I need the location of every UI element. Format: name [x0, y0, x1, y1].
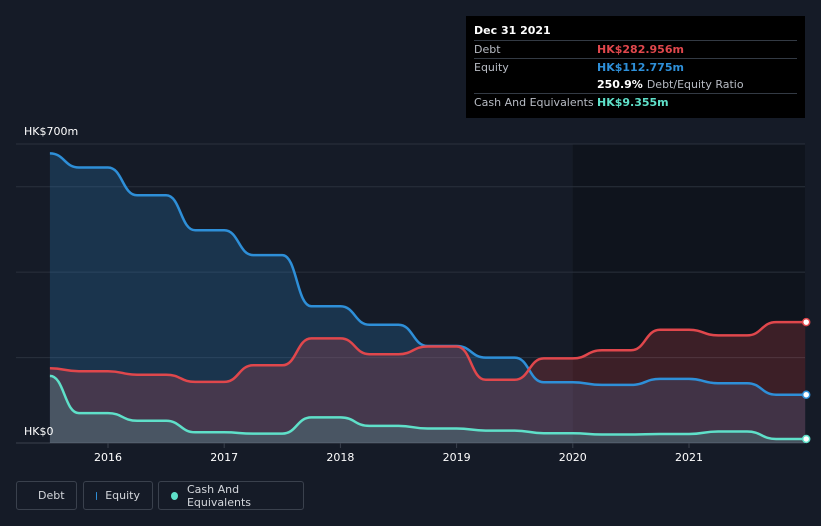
legend-cash[interactable]: Cash And Equivalents — [158, 481, 304, 510]
tooltip-cash-value: HK$9.355m — [597, 96, 669, 109]
tooltip-equity-label: Equity — [474, 61, 509, 74]
legend-equity[interactable]: Equity — [83, 481, 153, 510]
chart-tooltip: Dec 31 2021 Debt HK$282.956m Equity HK$1… — [466, 16, 805, 118]
equity-area — [49, 153, 806, 443]
y-axis-min-label: HK$0 — [24, 425, 54, 438]
series-lines — [49, 152, 806, 441]
debt-line — [49, 320, 806, 384]
tooltip-cash-label: Cash And Equivalents — [474, 96, 594, 109]
tooltip-date: Dec 31 2021 — [474, 24, 551, 37]
grid-lines — [16, 143, 805, 444]
x-tick-label-2018: 2018 — [326, 451, 354, 464]
tooltip-debt-value: HK$282.956m — [597, 43, 684, 56]
debt-end-marker — [801, 317, 811, 327]
equity-end-marker — [801, 390, 811, 399]
x-tick-label-2021: 2021 — [675, 451, 703, 464]
y-axis-max-label: HK$700m — [24, 125, 79, 138]
series-end-markers — [801, 317, 811, 444]
debt-area — [49, 322, 806, 443]
tooltip-ratio-value: 250.9% — [597, 78, 643, 91]
tooltip-equity-row: Equity HK$112.775m — [474, 58, 797, 76]
legend-debt-label: Debt — [38, 489, 65, 502]
x-axis-ticks: 2016 2017 2018 2019 2020 2021 — [94, 443, 703, 464]
legend-debt[interactable]: Debt — [16, 481, 77, 510]
tooltip-ratio-label: Debt/Equity Ratio — [646, 78, 744, 91]
tooltip-debt-row: Debt HK$282.956m — [474, 40, 797, 58]
x-tick-label-2020: 2020 — [559, 451, 587, 464]
x-tick-label-2016: 2016 — [94, 451, 122, 464]
cash-end-marker — [801, 434, 811, 444]
tooltip-ratio-row: 250.9% Debt/Equity Ratio — [474, 76, 797, 93]
legend-equity-label: Equity — [105, 489, 140, 502]
tooltip-cash-row: Cash And Equivalents HK$9.355m — [474, 93, 797, 111]
x-tick-label-2017: 2017 — [210, 451, 238, 464]
cash-line — [49, 374, 806, 441]
legend-cash-dot — [171, 491, 178, 500]
legend-cash-label: Cash And Equivalents — [186, 482, 252, 509]
x-tick-label-2019: 2019 — [443, 451, 471, 464]
tooltip-debt-label: Debt — [474, 43, 501, 56]
tooltip-equity-value: HK$112.775m — [597, 61, 684, 74]
